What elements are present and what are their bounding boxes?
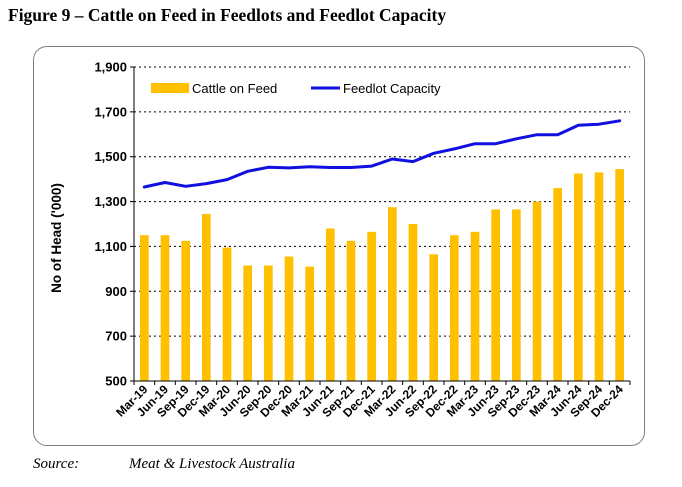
bar-series xyxy=(139,169,625,381)
figure-title: Figure 9 – Cattle on Feed in Feedlots an… xyxy=(8,5,447,25)
axes xyxy=(130,66,631,385)
y-tick-label: 900 xyxy=(105,284,127,299)
source-note: Source: Meat & Livestock Australia xyxy=(33,456,295,473)
y-tick-label: 1,100 xyxy=(94,239,127,254)
bar xyxy=(325,228,335,381)
bar xyxy=(201,213,211,381)
source-label: Source: xyxy=(33,456,80,472)
bar xyxy=(470,231,480,381)
y-tick-label: 1,300 xyxy=(94,194,127,209)
bar xyxy=(181,240,191,381)
bar xyxy=(284,256,294,381)
bar xyxy=(387,207,397,381)
bar xyxy=(408,224,418,381)
bar xyxy=(160,235,170,381)
legend: Cattle on Feed Feedlot Capacity xyxy=(151,81,441,96)
bar xyxy=(615,169,625,381)
y-tick-label: 1,500 xyxy=(94,149,127,164)
bar xyxy=(594,172,604,381)
bar xyxy=(243,265,253,381)
x-tick-labels: Mar-19Jun-19Sep-19Dec-19Mar-20Jun-20Sep-… xyxy=(113,382,626,420)
chart: 500 700 900 1,100 1,300 1,500 1,700 1,900 Mar-1… xyxy=(49,60,631,420)
y-tick-label: 1,700 xyxy=(94,104,127,119)
bar xyxy=(573,173,583,381)
bar xyxy=(491,209,501,381)
bar xyxy=(367,231,377,381)
y-tick-label: 500 xyxy=(105,374,127,389)
bar xyxy=(553,188,563,381)
bar xyxy=(511,209,521,381)
line-path xyxy=(142,119,622,189)
y-tick-label: 700 xyxy=(105,329,127,344)
bar xyxy=(429,254,439,381)
legend-label-feedlot-capacity: Feedlot Capacity xyxy=(343,81,441,96)
bar xyxy=(222,247,232,381)
chart-frame: 500 700 900 1,100 1,300 1,500 1,700 1,900 Mar-1… xyxy=(33,46,645,446)
legend-label-cattle-on-feed: Cattle on Feed xyxy=(192,81,277,96)
y-tick-labels: 500 700 900 1,100 1,300 1,500 1,700 1,900 xyxy=(94,60,127,389)
bar xyxy=(346,240,356,381)
source-value: Meat & Livestock Australia xyxy=(129,456,295,472)
legend-swatch-cattle-on-feed xyxy=(151,83,189,93)
bar xyxy=(449,235,459,381)
y-axis-label: No of Head ('000) xyxy=(49,183,64,293)
bar xyxy=(263,265,273,381)
bar xyxy=(305,266,315,381)
line-series xyxy=(142,119,622,189)
bar xyxy=(532,201,542,381)
y-tick-label: 1,900 xyxy=(94,60,127,75)
bar xyxy=(139,235,149,381)
